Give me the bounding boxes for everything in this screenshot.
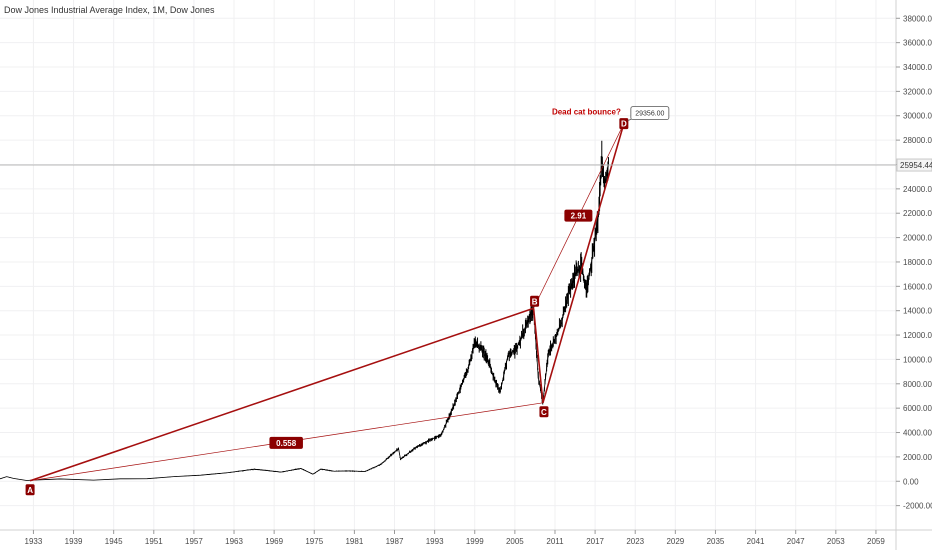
point-marker-a xyxy=(25,484,35,496)
x-tick-label: 1999 xyxy=(466,537,484,546)
callout-box xyxy=(630,106,670,120)
y-tick-label: 32000.00 xyxy=(903,87,932,96)
y-tick-label: 24000.00 xyxy=(903,185,932,194)
x-tick-label: 2035 xyxy=(707,537,725,546)
y-tick-label: 12000.00 xyxy=(903,331,932,340)
y-tick-label: 18000.00 xyxy=(903,258,932,267)
x-tick-label: 2011 xyxy=(546,537,564,546)
x-tick-label: 1933 xyxy=(25,537,43,546)
x-tick-label: 1993 xyxy=(426,537,444,546)
xabcd-pattern[interactable]: A B C D 0.558 2.91 xyxy=(25,118,629,496)
ratio-label: 0.558 xyxy=(276,439,297,448)
point-label-c: C xyxy=(541,408,547,417)
point-label-d: D xyxy=(621,120,627,129)
x-tick-label: 1957 xyxy=(185,537,203,546)
annotations: 25954.44 29356.00 Dead cat bounce? xyxy=(0,106,932,172)
point-label-a: A xyxy=(27,486,33,495)
y-tick-label: 38000.00 xyxy=(903,14,932,23)
price-line xyxy=(0,157,609,481)
callout-label: 29356.00 xyxy=(635,111,664,118)
leg-bc xyxy=(532,308,544,403)
y-tick-label: 28000.00 xyxy=(903,136,932,145)
point-marker-b xyxy=(530,295,540,307)
x-tick-label: 2029 xyxy=(666,537,684,546)
x-tick-label: 1951 xyxy=(145,537,163,546)
y-tick-label: 16000.00 xyxy=(903,282,932,291)
leg-ab xyxy=(29,307,534,482)
leg-cd xyxy=(542,123,625,404)
ratio-badge xyxy=(269,436,303,449)
x-tick-label: 2053 xyxy=(827,537,845,546)
y-tick-label: 0.00 xyxy=(903,477,919,486)
x-tick-label: 2059 xyxy=(867,537,885,546)
x-axis: 1933 1939 1945 1951 1957 1963 1969 1975 1981 1987… xyxy=(0,529,932,546)
y-axis: -2000.00 0.00 2000.00 4000.00 6000.00 8000.00… xyxy=(895,0,932,550)
x-tick-label: 2047 xyxy=(787,537,805,546)
chart-title: Dow Jones Industrial Average Index, 1M, … xyxy=(4,5,215,15)
x-tick-label: 1975 xyxy=(305,537,323,546)
y-tick-label: 14000.00 xyxy=(903,307,932,316)
x-tick-label: 1963 xyxy=(225,537,243,546)
point-label-b: B xyxy=(532,297,538,306)
grid xyxy=(0,0,896,530)
y-tick-label: 2000.00 xyxy=(903,453,932,462)
y-tick-label: 22000.00 xyxy=(903,209,932,218)
x-tick-label: 2023 xyxy=(626,537,644,546)
x-tick-label: 1945 xyxy=(105,537,123,546)
y-tick-label: -2000.00 xyxy=(903,502,932,511)
point-marker-c xyxy=(539,406,549,418)
x-tick-label: 1969 xyxy=(265,537,283,546)
y-tick-label: 4000.00 xyxy=(903,429,932,438)
y-tick-label: 30000.00 xyxy=(903,112,932,121)
x-tick-label: 2041 xyxy=(747,537,765,546)
current-price-tag xyxy=(896,158,932,172)
y-tick-label: 36000.00 xyxy=(903,39,932,48)
y-tick-label: 8000.00 xyxy=(903,380,932,389)
y-tick-label: 20000.00 xyxy=(903,234,932,243)
x-tick-label: 2005 xyxy=(506,537,524,546)
annotation-text: Dead cat bounce? xyxy=(552,108,621,117)
y-tick-label: 34000.00 xyxy=(903,63,932,72)
x-tick-label: 1939 xyxy=(65,537,83,546)
x-tick-label: 1981 xyxy=(345,537,363,546)
ratio-badge xyxy=(564,209,593,222)
x-tick-label: 2017 xyxy=(586,537,604,546)
y-tick-label: 10000.00 xyxy=(903,355,932,364)
current-price-label: 25954.44 xyxy=(900,161,932,170)
y-tick-label: 6000.00 xyxy=(903,404,932,413)
ratio-label: 2.91 xyxy=(571,212,587,221)
x-tick-label: 1987 xyxy=(386,537,404,546)
point-marker-d xyxy=(619,118,629,130)
